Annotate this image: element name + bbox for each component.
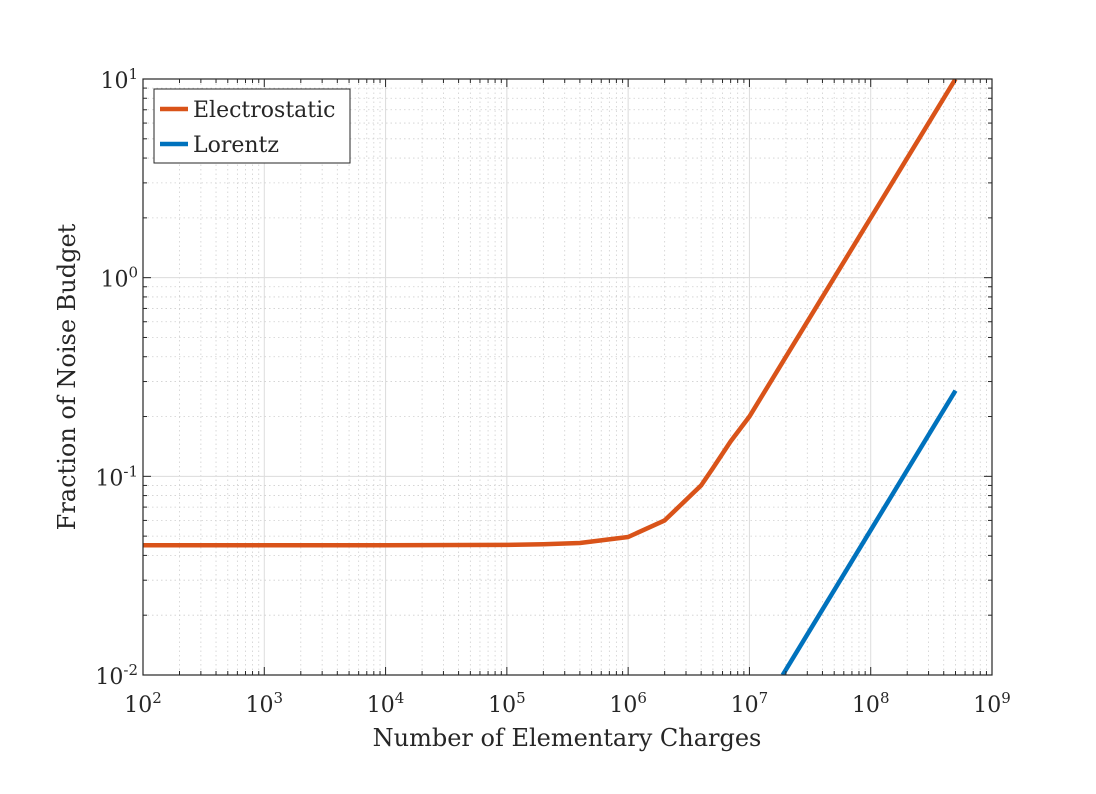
x-tick-label: 102 [124, 689, 162, 718]
tick-labels: 102 103 104 105 106 107 108 109 10-2 10-1 100 101 [95, 65, 1010, 718]
y-tick-label: 100 [100, 264, 138, 293]
y-tick-label: 10-2 [95, 661, 138, 690]
series-line-electrostatic [143, 79, 958, 548]
legend: Electrostatic Lorentz [153, 88, 351, 164]
x-tick-label: 108 [852, 689, 890, 718]
plot-background [143, 79, 992, 675]
x-tick-label: 107 [731, 689, 769, 718]
plot-frame [142, 78, 993, 676]
y-tick-label: 10-1 [95, 462, 138, 491]
x-tick-label: 109 [973, 689, 1011, 718]
x-tick-label: 106 [609, 689, 647, 718]
series-layer [143, 79, 958, 675]
legend-label-electrostatic: Electrostatic [193, 98, 335, 123]
x-tick-label: 103 [246, 689, 284, 718]
legend-label-lorentz: Lorentz [193, 133, 279, 158]
y-axis-label: Fraction of Noise Budget [53, 223, 81, 530]
ticks [142, 79, 992, 676]
x-axis-label: Number of Elementary Charges [373, 724, 762, 752]
legend-box [153, 88, 351, 164]
series-line-lorentz [780, 389, 958, 675]
y-tick-label: 101 [100, 65, 138, 94]
x-tick-label: 105 [488, 689, 526, 718]
grid [143, 79, 992, 675]
x-tick-label: 104 [367, 689, 405, 718]
